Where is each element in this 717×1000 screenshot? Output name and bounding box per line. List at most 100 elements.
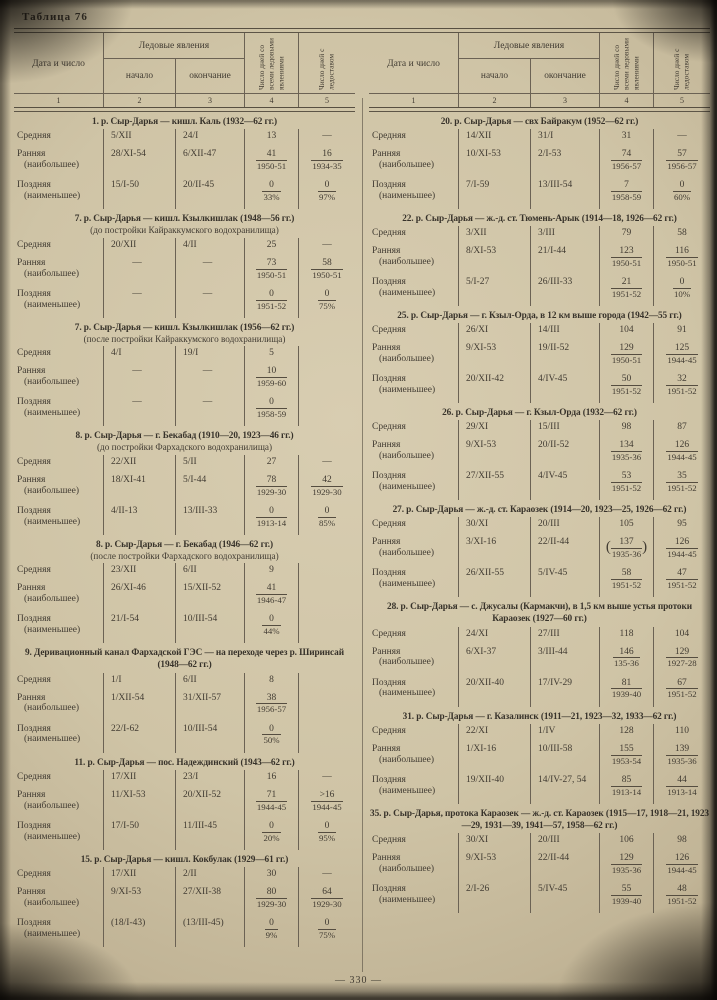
fraction-note: 1950-51 (666, 257, 698, 269)
days-ice-col-header: Число дней со всеми ледовыми явлениями (244, 33, 298, 93)
cell-start: 20/XII (103, 237, 175, 256)
table-row: Ранняя (наибольшее) 3/XI-16 22/II-44 (137 193… (369, 535, 710, 567)
row-label-sub: (наименьшее) (24, 191, 81, 201)
cell-start: 21/I-54 (103, 612, 175, 644)
fraction-value: 42 (322, 474, 332, 485)
station-table: 35. р. Сыр-Дарья, протока Караозек — ж.-… (369, 808, 710, 913)
cell-days-fixed (298, 581, 355, 613)
value-fraction: 0 20% (262, 821, 281, 843)
cell-value: — (322, 239, 332, 250)
cell-end: 2/II (175, 866, 244, 885)
fraction: 0 44% (262, 614, 281, 636)
fraction-value: 50 (621, 374, 632, 385)
row-label-sub: (наименьшее) (24, 516, 81, 527)
row-label-sub: (наименьшее) (24, 928, 81, 939)
column-left: Дата и число Ледовые явления начало окон… (14, 33, 355, 947)
station-table: 9. Деривационный канал Фархадской ГЭС — … (14, 647, 355, 753)
cell-days-ice: 71 1944-45 (244, 787, 298, 819)
cell-value: 23/XII (111, 565, 137, 576)
fraction-value: 35 (677, 471, 687, 482)
table-row: Ранняя (наибольшее) 26/XI-46 15/XII-52 41 194… (14, 581, 355, 613)
cell-value: 10/XI-53 (466, 149, 501, 160)
days-fixed-col-header: Число дней с ледоста­вом (298, 33, 355, 93)
cell-days-ice: 98 (599, 420, 653, 439)
station-rows: Средняя 22/XII 5/II 27 — Ранняя (наибольшее) 18… (14, 454, 355, 535)
fraction: 0 33% (262, 180, 281, 202)
cell-end: 22/II-44 (530, 535, 599, 567)
cell-end: 10/III-54 (175, 612, 244, 644)
row-label-sub: (наименьшее) (379, 894, 436, 905)
cell-start: 9/XI-53 (458, 850, 530, 882)
cell-value: 24/I (183, 131, 199, 142)
cell-start: 1/XI-16 (458, 741, 530, 773)
fraction-note: 1958-59 (610, 191, 643, 202)
fraction-value: 0 (324, 820, 330, 831)
cell-days-fixed: 126 1944-45 (653, 850, 710, 882)
cell-days-ice: 9 (244, 563, 298, 582)
station-title: 9. Деривационный канал Фархадской ГЭС — … (25, 648, 344, 671)
row-label-main: Ранняя (17, 583, 46, 594)
station-subtitle: (до постройки Фархадского водохранилища) (96, 442, 273, 453)
row-label-main: Средняя (17, 239, 51, 250)
cell-days-ice: 7 1958-59 (599, 178, 653, 210)
cell-days-ice: 123 1950-51 (599, 244, 653, 276)
fraction-value: 0 (269, 180, 274, 191)
cell-value: 106 (619, 834, 634, 845)
row-label-sub: (наибольшее) (24, 268, 79, 279)
cell-end: — (175, 395, 244, 427)
fraction: 57 1956-57 (666, 149, 698, 171)
rotated-header-text: Число дней со всеми ледовыми явлениями (612, 38, 641, 90)
fraction: 0 20% (262, 821, 281, 843)
ice-group-header: Ледовые явления (104, 33, 244, 59)
row-label-sub: (наибольшее) (379, 657, 434, 668)
fraction: 64 1929-30 (311, 887, 343, 909)
value-fraction: 139 1935-36 (666, 743, 698, 766)
row-label-main: Поздняя (17, 614, 51, 625)
row-label: Поздняя (наименьшее) (369, 178, 458, 209)
row-label: Ранняя (наибольшее) (14, 581, 103, 612)
cell-start: 15/I-50 (103, 178, 175, 210)
row-label-main: Ранняя (372, 646, 401, 657)
fraction-note: 1951-52 (610, 579, 643, 591)
station-rows: Средняя 14/XII 31/I 31 — Ранняя (наибольшее) 10… (369, 129, 710, 210)
date-col-header: Дата и число (32, 57, 85, 69)
cell-value: 9/XI-53 (466, 852, 497, 863)
cell-value: 1/XII-54 (111, 692, 145, 703)
cell-end: 6/XII-47 (175, 147, 244, 179)
fraction-value: 47 (677, 568, 687, 579)
row-label-main: Средняя (17, 868, 51, 879)
fraction-note: 50% (262, 734, 281, 746)
table-row: Средняя 5/XII 24/I 13 — (14, 129, 355, 148)
fraction-note: 9% (264, 928, 279, 940)
table-row: Поздняя (наименьшее) 20/XII-40 17/IV-29 81 19… (369, 675, 710, 707)
row-label-sub: (наибольшее) (24, 800, 79, 811)
cell-value: 27/XII-55 (466, 471, 504, 482)
cell-days-ice: 118 (599, 626, 653, 645)
row-label: Поздняя (наименьшее) (369, 372, 458, 403)
fraction: 137 1935-36 (610, 537, 643, 559)
fraction-value: 139 (674, 743, 690, 754)
row-label: Поздняя (наименьшее) (369, 566, 458, 597)
cell-value: 3/XII (466, 228, 487, 239)
fraction-value: 53 (621, 471, 632, 482)
cell-value: 1/I (111, 674, 122, 685)
cell-end: 21/I-44 (530, 244, 599, 276)
cell-start: 10/XI-53 (458, 147, 530, 179)
row-label: Поздняя (наименьшее) (14, 819, 103, 850)
cell-days-ice: 10 1959-60 (244, 364, 298, 396)
value-fraction: 42 1929-30 (311, 474, 343, 497)
fraction-note: 1951-52 (255, 299, 288, 311)
row-label-main: Средняя (372, 519, 406, 530)
fraction: 78 1929-30 (255, 475, 288, 497)
cell-value: — (677, 131, 687, 142)
cell-value: 27/XII-38 (183, 886, 221, 897)
value-fraction: 57 1956-57 (666, 149, 698, 171)
row-label-sub: (наименьшее) (379, 191, 436, 201)
station-table: 7. р. Сыр-Дарья — кишл. Кзылкишлак (1956… (14, 322, 355, 427)
cell-end: 27/III (530, 626, 599, 645)
table-row: Ранняя (наибольшее) — —73 1950-51 58 1950-51 (14, 255, 355, 287)
value-fraction: 0 44% (262, 614, 281, 636)
station-title: 15. р. Сыр-Дарья — кишл. Кокбулак (1929—… (80, 854, 289, 865)
fraction: 67 1951-52 (666, 678, 698, 700)
cell-value: 5/II (183, 456, 197, 467)
